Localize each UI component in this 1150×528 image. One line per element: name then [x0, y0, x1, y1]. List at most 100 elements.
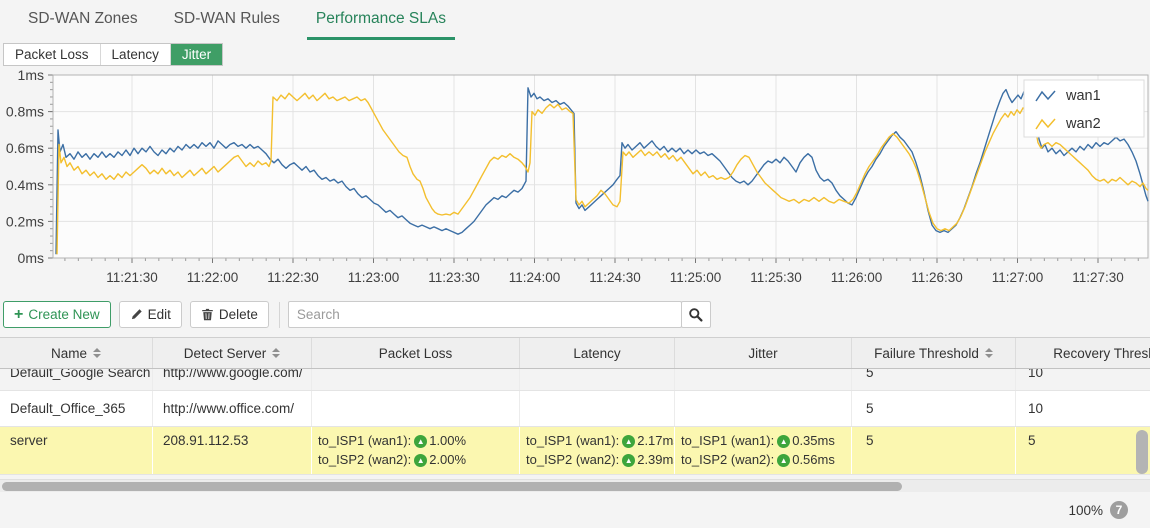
shown-percent: 100% [1068, 502, 1103, 518]
sort-icon [93, 348, 101, 358]
y-axis-tick-label: 0.2ms [6, 213, 44, 229]
column-label: Jitter [748, 345, 778, 361]
table-header-row: Name Detect Server Packet Loss Latency J… [0, 337, 1150, 369]
cell-detect-server: http://www.google.com/ [153, 369, 312, 390]
legend-label-wan2[interactable]: wan2 [1065, 116, 1101, 132]
create-new-button[interactable]: + Create New [3, 301, 111, 328]
cell-detect-server: 208.91.112.53 [153, 427, 312, 474]
chart-legend [1023, 79, 1145, 138]
row-count-badge: 7 [1110, 501, 1128, 519]
column-header-recovery-threshold[interactable]: Recovery Threshold [1016, 338, 1150, 368]
table-toolbar: + Create New Edit Delete [3, 301, 711, 328]
horizontal-scrollbar[interactable] [0, 479, 1150, 492]
column-label: Recovery Threshold [1053, 345, 1150, 361]
tab-sdwan-zones[interactable]: SD-WAN Zones [19, 0, 147, 40]
x-axis-tick-label: 11:27:00 [992, 270, 1044, 285]
metric-tab-latency[interactable]: Latency [101, 44, 171, 65]
cell-jitter: to_ISP1 (wan1): ▲ 0.35ms to_ISP2 (wan2): ▲ 0… [675, 427, 852, 474]
cell-recovery-threshold: 5 [1016, 427, 1150, 474]
cell-name: server [0, 427, 153, 474]
legend-wan2-line-icon [1035, 118, 1056, 130]
sla-up-icon: ▲ [622, 434, 636, 448]
column-header-detect-server[interactable]: Detect Server [153, 338, 312, 368]
column-label: Detect Server [183, 345, 267, 361]
table-row-server[interactable]: server 208.91.112.53 to_ISP1 (wan1): ▲ 1.0… [0, 427, 1150, 475]
edit-button[interactable]: Edit [118, 301, 182, 328]
cell-packet-loss [312, 369, 520, 390]
sla-up-icon: ▲ [414, 453, 428, 467]
tab-label: SD-WAN Rules [173, 9, 280, 27]
column-label: Latency [573, 345, 621, 361]
cell-recovery-threshold: 10 [1016, 369, 1150, 390]
create-new-label: Create New [28, 307, 100, 322]
cell-packet-loss [312, 391, 520, 426]
cell-latency: to_ISP1 (wan1):▲2.17ms to_ISP2 (wan2):▲2… [520, 427, 675, 474]
trash-icon [201, 308, 214, 321]
sla-up-icon: ▲ [622, 453, 636, 467]
search-button[interactable] [680, 301, 711, 328]
cell-packet-loss: to_ISP1 (wan1): ▲ 1.00% to_ISP2 (wan2): ▲ 2.… [312, 427, 520, 474]
cell-failure-threshold: 5 [852, 427, 1016, 474]
wan1-line [55, 85, 1149, 255]
tab-label: SD-WAN Zones [28, 9, 138, 27]
metric-tab-packet-loss[interactable]: Packet Loss [4, 44, 101, 65]
x-axis-tick-label: 11:24:30 [589, 270, 641, 285]
cell-name: Default_Office_365 [0, 391, 153, 426]
column-label: Failure Threshold [874, 345, 979, 361]
column-label: Name [50, 345, 87, 361]
horizontal-scrollbar-thumb[interactable] [2, 482, 902, 491]
x-axis-tick-label: 11:27:30 [1072, 270, 1124, 285]
metric-tab-jitter[interactable]: Jitter [170, 44, 223, 65]
x-axis-tick-label: 11:26:30 [911, 270, 963, 285]
cell-latency [520, 369, 675, 390]
table-row-default-google-search[interactable]: Default_Google Search http://www.google.… [0, 369, 1150, 391]
plus-icon: + [14, 305, 24, 323]
legend-label-wan1[interactable]: wan1 [1065, 88, 1101, 104]
cell-failure-threshold: 5 [852, 369, 1016, 390]
cell-name: Default_Google Search [0, 369, 153, 390]
column-header-latency: Latency [520, 338, 675, 368]
sla-up-icon: ▲ [777, 453, 791, 467]
column-header-jitter: Jitter [675, 338, 852, 368]
sla-up-icon: ▲ [414, 434, 428, 448]
cell-recovery-threshold: 10 [1016, 391, 1150, 426]
x-axis-tick-label: 11:23:00 [348, 270, 400, 285]
sort-icon [272, 348, 281, 358]
y-axis-tick-label: 1ms [18, 67, 44, 83]
edit-label: Edit [147, 307, 171, 322]
tab-sdwan-rules[interactable]: SD-WAN Rules [165, 0, 289, 40]
sla-up-icon: ▲ [777, 434, 791, 448]
column-header-failure-threshold[interactable]: Failure Threshold [852, 338, 1016, 368]
column-label: Packet Loss [378, 345, 453, 361]
search-icon [688, 307, 703, 322]
x-axis-tick-label: 11:26:00 [831, 270, 883, 285]
y-axis-tick-label: 0.4ms [6, 177, 44, 193]
table-footer: 100% 7 [0, 492, 1150, 528]
sort-icon [984, 348, 993, 358]
cell-jitter [675, 369, 852, 390]
toolbar-divider [278, 301, 280, 328]
x-axis-tick-label: 11:25:30 [750, 270, 802, 285]
column-header-name[interactable]: Name [0, 338, 153, 368]
vertical-scrollbar-thumb[interactable] [1136, 430, 1148, 474]
delete-button[interactable]: Delete [189, 301, 269, 328]
tab-performance-slas[interactable]: Performance SLAs [306, 0, 455, 40]
sla-table: Name Detect Server Packet Loss Latency J… [0, 337, 1150, 475]
x-axis-tick-label: 11:21:30 [106, 270, 158, 285]
cell-detect-server: http://www.office.com/ [153, 391, 312, 426]
metric-tab-group: Packet Loss Latency Jitter [3, 43, 224, 66]
cell-jitter [675, 391, 852, 426]
column-header-packet-loss: Packet Loss [312, 338, 520, 368]
x-axis-tick-label: 11:23:30 [428, 270, 480, 285]
cell-latency [520, 391, 675, 426]
search-input[interactable] [287, 301, 682, 328]
cell-failure-threshold: 5 [852, 391, 1016, 426]
pencil-icon [130, 308, 143, 321]
table-row-default-office-365[interactable]: Default_Office_365 http://www.office.com… [0, 391, 1150, 427]
wan2-line [56, 92, 1149, 255]
top-tab-bar: SD-WAN Zones SD-WAN Rules Performance SL… [0, 0, 1150, 40]
tab-label: Performance SLAs [315, 9, 446, 27]
y-axis-tick-label: 0ms [18, 250, 44, 266]
x-axis-tick-label: 11:22:00 [187, 270, 239, 285]
